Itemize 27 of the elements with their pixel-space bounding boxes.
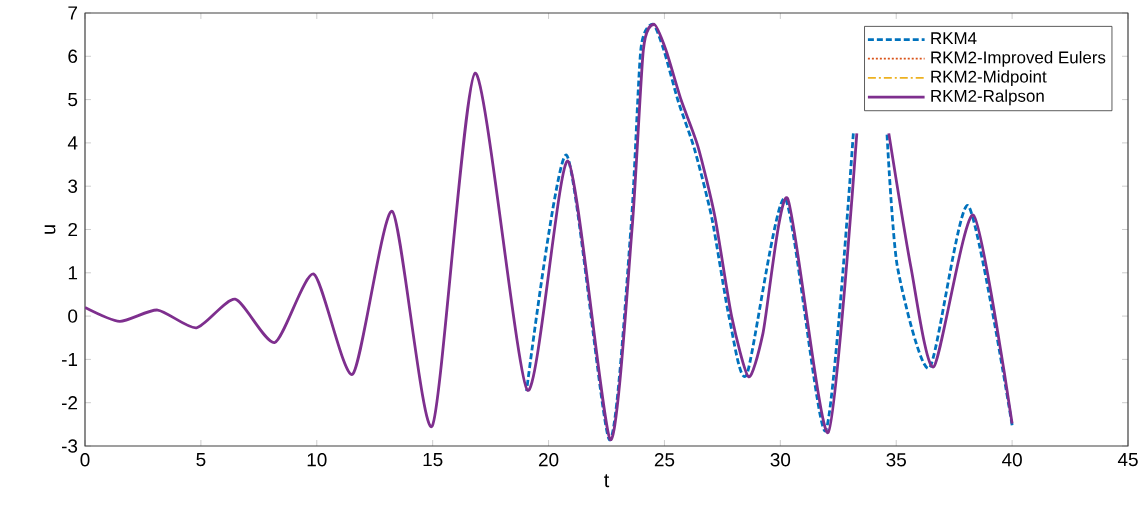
legend-label: RKM2-Midpoint — [931, 70, 1047, 86]
y-axis-title: u — [44, 225, 56, 234]
x-tick-label: 0 — [80, 453, 90, 467]
x-tick-label: 10 — [307, 453, 327, 467]
x-tick-label: 30 — [770, 453, 791, 467]
y-tick-label: 6 — [68, 49, 78, 63]
x-axis-title: t — [604, 474, 610, 488]
y-tick-label: -1 — [61, 352, 78, 366]
x-tick-label: 35 — [886, 453, 906, 467]
y-tick-label: 3 — [68, 179, 78, 193]
y-tick-label: 2 — [68, 222, 78, 237]
legend-label: RKM2-Improved Eulers — [931, 50, 1106, 67]
y-tick-label: 7 — [68, 6, 78, 20]
x-tick-label: 40 — [1002, 453, 1022, 467]
legend-label: RKM2-Ralpson — [931, 89, 1044, 106]
y-tick-label: 4 — [67, 136, 78, 150]
x-tick-label: 25 — [654, 453, 675, 467]
y-tick-label: 5 — [68, 92, 78, 107]
y-tick-label: -3 — [61, 439, 78, 453]
x-tick-label: 5 — [196, 453, 206, 467]
y-tick-label: 1 — [68, 266, 78, 280]
y-tick-label: -2 — [61, 396, 78, 410]
legend-label: RKM4 — [931, 32, 977, 45]
y-tick-label: 0 — [68, 309, 78, 323]
x-tick-label: 20 — [538, 453, 559, 467]
x-tick-label: 45 — [1117, 453, 1138, 467]
x-tick-label: 15 — [423, 453, 443, 467]
